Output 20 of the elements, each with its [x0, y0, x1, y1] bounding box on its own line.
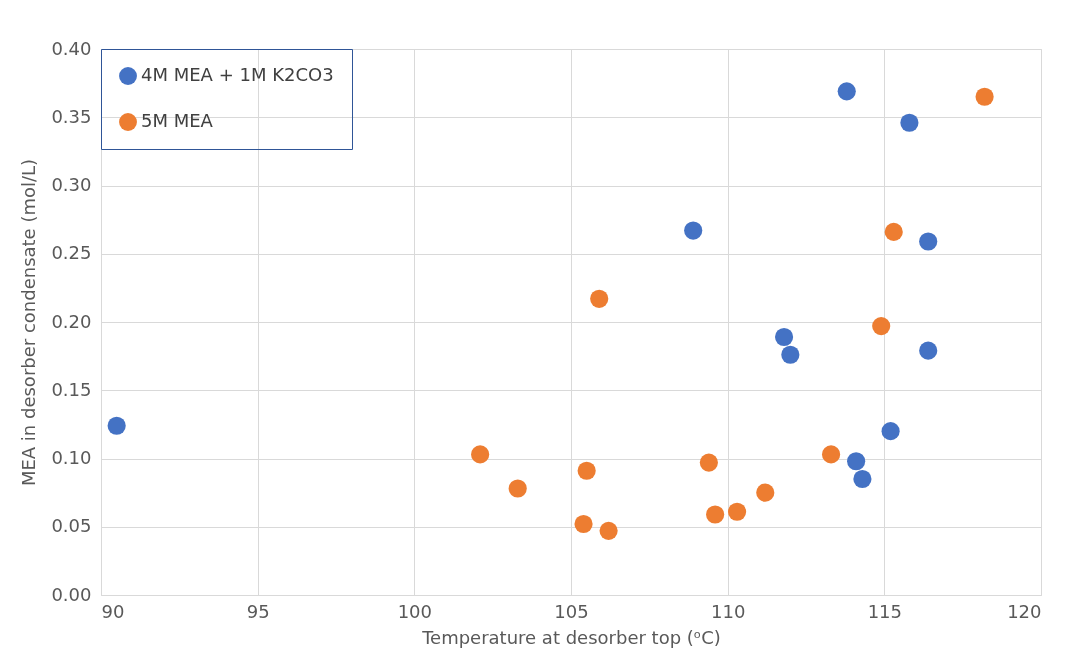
y-tick-label: 0.25 — [51, 242, 92, 264]
legend-label: 5M MEA — [141, 110, 214, 131]
y-tick-label: 0.40 — [51, 37, 92, 59]
x-tick-label: 110 — [710, 600, 746, 622]
y-tick-label: 0.05 — [51, 515, 92, 537]
legend-label: 4M MEA + 1M K2CO3 — [141, 64, 334, 85]
y-tick-label: 0.10 — [51, 447, 92, 468]
x-tick-label: 95 — [246, 600, 270, 622]
y-tick-label: 0.35 — [51, 105, 92, 127]
y-tick-label: 0.20 — [51, 310, 92, 332]
x-axis-title: Temperature at desorber top (ᵒC) — [421, 626, 721, 648]
y-axis-title: MEA in desorber condensate (mol/L) — [18, 158, 40, 487]
x-tick-label: 90 — [101, 600, 125, 622]
y-tick-label: 0.30 — [51, 174, 92, 195]
x-tick-label: 115 — [867, 600, 903, 622]
x-tick-label: 105 — [554, 600, 589, 622]
x-tick-label: 120 — [1007, 600, 1042, 622]
x-tick-label: 100 — [397, 600, 433, 622]
y-tick-label: 0.15 — [51, 378, 92, 400]
y-tick-label: 0.00 — [51, 583, 92, 605]
